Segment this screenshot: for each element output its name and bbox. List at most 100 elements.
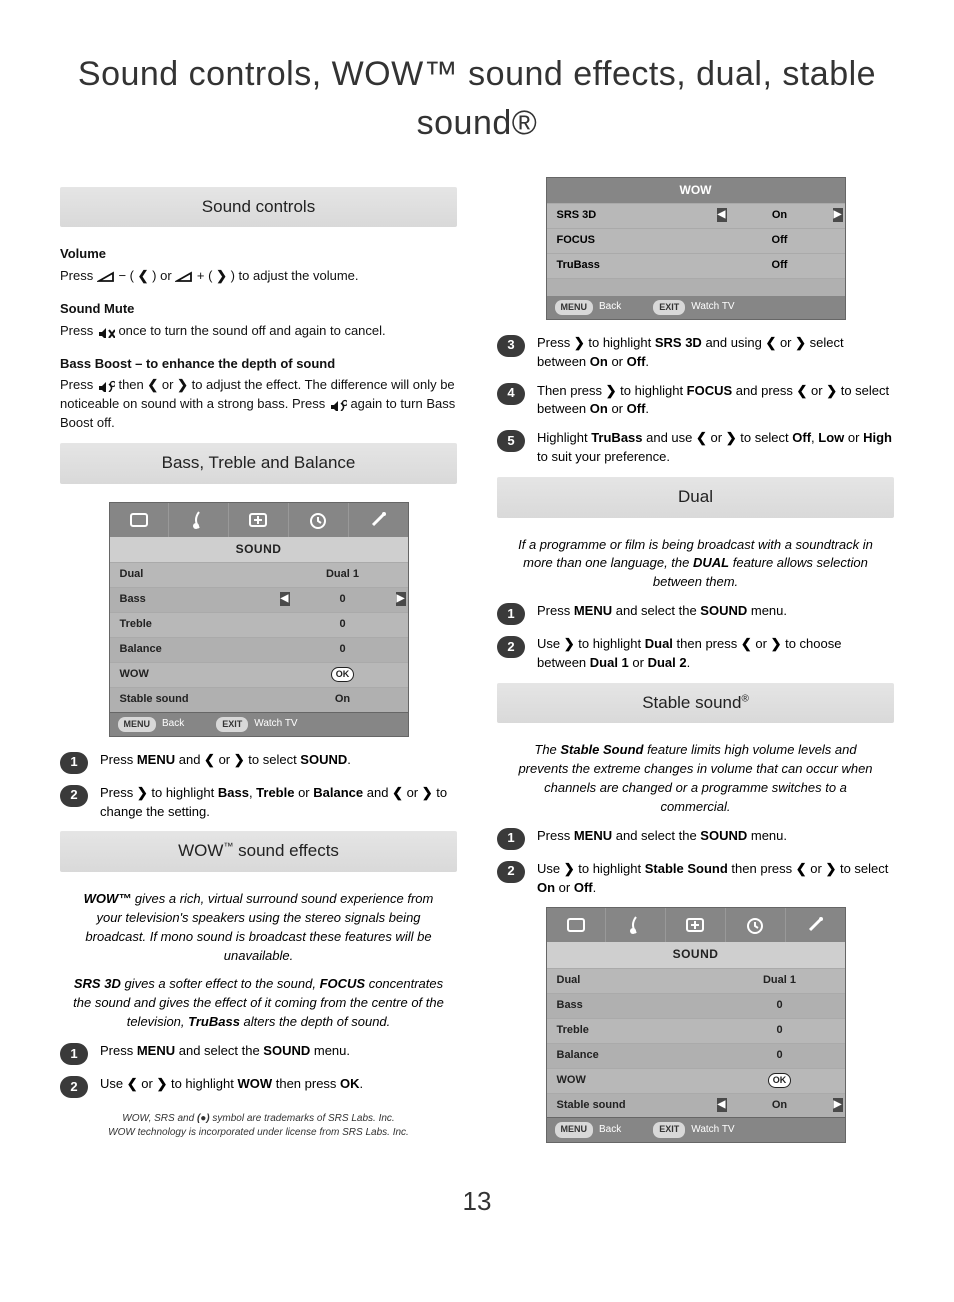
section-dual: Dual [497, 477, 894, 518]
step-badge-2: 2 [60, 1076, 88, 1098]
watch-label: Watch TV [691, 1123, 734, 1138]
osd-row-value: On [288, 692, 398, 708]
osd-row: Bass0 [547, 993, 845, 1018]
volume-up-icon [175, 269, 193, 283]
osd-tab-setup-icon [786, 908, 845, 942]
osd-row: Treble0 [547, 1018, 845, 1043]
osd-wow-menu: WOW SRS 3DOn◀▶FOCUSOffTruBassOff MENU Ba… [546, 177, 846, 320]
osd-row-label: FOCUS [557, 233, 725, 249]
osd-row-label: Bass [557, 998, 725, 1014]
volume-heading: Volume [60, 245, 457, 264]
osd-row-value: 0◀▶ [288, 592, 398, 608]
stable-step-1: Press MENU and select the SOUND menu. [537, 827, 894, 850]
step-badge-1: 1 [497, 603, 525, 625]
step-1-text: Press MENU and ❮ or ❯ to select SOUND. [100, 751, 457, 774]
osd-row: Stable soundOn◀▶ [547, 1093, 845, 1118]
step-badge-1: 1 [60, 1043, 88, 1065]
wow-detail: SRS 3D gives a softer effect to the soun… [72, 975, 445, 1032]
exit-pill: EXIT [216, 717, 248, 732]
menu-pill: MENU [118, 717, 157, 732]
trademark-note: WOW, SRS and (●) symbol are trademarks o… [60, 1112, 457, 1141]
step-badge-5: 5 [497, 430, 525, 452]
osd-row: FOCUSOff [547, 228, 845, 253]
osd-row: WOWOK [110, 662, 408, 687]
osd-tab-setup-icon [349, 503, 408, 537]
wow-intro: WOW™ gives a rich, virtual surround soun… [72, 890, 445, 965]
step-badge-1: 1 [60, 752, 88, 774]
section-bass-treble: Bass, Treble and Balance [60, 443, 457, 484]
watch-label: Watch TV [254, 717, 297, 732]
osd-row: Stable soundOn [110, 687, 408, 712]
osd-row-value: Off [725, 233, 835, 249]
osd-row: DualDual 1 [110, 562, 408, 587]
volume-text: Press − ( ❮ ) or + ( ❯ ) to adjust the v… [60, 267, 457, 286]
bassboost-icon [97, 378, 115, 392]
osd-tab-feature-icon [666, 908, 726, 942]
menu-pill: MENU [555, 1122, 594, 1137]
bassboost-heading: Bass Boost – to enhance the depth of sou… [60, 355, 457, 374]
back-label: Back [599, 300, 621, 315]
osd-row-value: Dual 1 [288, 567, 398, 583]
osd-wow-title: WOW [547, 178, 845, 203]
osd-tab-sound-icon [606, 908, 666, 942]
left-column: Sound controls Volume Press − ( ❮ ) or +… [60, 177, 457, 1157]
osd-row-label: Stable sound [557, 1098, 725, 1114]
bassboost-icon [329, 397, 347, 411]
osd-row: Balance0 [110, 637, 408, 662]
step-2-text: Press ❯ to highlight Bass, Treble or Bal… [100, 784, 457, 822]
menu-pill: MENU [555, 300, 594, 315]
osd-row-label: Bass [120, 592, 288, 608]
mute-icon [97, 324, 115, 338]
t: ( [130, 268, 138, 283]
osd-row: Balance0 [547, 1043, 845, 1068]
osd-row-value: 0 [725, 1048, 835, 1064]
osd-row-label: Dual [557, 973, 725, 989]
osd-row-label: WOW [120, 667, 288, 683]
osd-title: SOUND [110, 537, 408, 562]
dual-step-1: Press MENU and select the SOUND menu. [537, 602, 894, 625]
volume-down-icon [97, 269, 115, 283]
page-title: Sound controls, WOW™ sound effects, dual… [60, 50, 894, 149]
osd-row-value: On◀▶ [725, 1098, 835, 1114]
step-badge-4: 4 [497, 383, 525, 405]
osd-row-value: 0 [288, 617, 398, 633]
osd-row-value: 0 [288, 642, 398, 658]
t: ( [208, 268, 216, 283]
osd-tab-picture-icon [547, 908, 607, 942]
mute-heading: Sound Mute [60, 300, 457, 319]
osd-row-label: Balance [557, 1048, 725, 1064]
dual-intro: If a programme or film is being broadcas… [509, 536, 882, 593]
section-sound-controls: Sound controls [60, 187, 457, 228]
right-column: WOW SRS 3DOn◀▶FOCUSOffTruBassOff MENU Ba… [497, 177, 894, 1157]
osd-row-value: Dual 1 [725, 973, 835, 989]
step-badge-2: 2 [497, 861, 525, 883]
osd-row-label: SRS 3D [557, 208, 725, 224]
t: ) to adjust the volume. [231, 268, 359, 283]
osd-row-label: WOW [557, 1073, 725, 1089]
watch-label: Watch TV [691, 300, 734, 315]
section-stable: Stable sound® [497, 683, 894, 724]
osd-sound-menu: SOUND DualDual 1Bass0◀▶Treble0Balance0WO… [109, 502, 409, 737]
osd-row-label: Treble [557, 1023, 725, 1039]
osd-title: SOUND [547, 942, 845, 967]
osd-tab-sound-icon [169, 503, 229, 537]
wow-step-2: Use ❮ or ❯ to highlight WOW then press O… [100, 1075, 457, 1098]
osd-row-label: Stable sound [120, 692, 288, 708]
osd-row-value: 0 [725, 998, 835, 1014]
osd-row-label: TruBass [557, 258, 725, 274]
stable-step-2: Use ❯ to highlight Stable Sound then pre… [537, 860, 894, 898]
osd-row: TruBassOff [547, 253, 845, 278]
osd-row: DualDual 1 [547, 968, 845, 993]
step-badge-2: 2 [60, 785, 88, 807]
osd-tab-timer-icon [289, 503, 349, 537]
osd-row-value: OK [288, 667, 398, 683]
osd-row: Treble0 [110, 612, 408, 637]
step-3-text: Press ❯ to highlight SRS 3D and using ❮ … [537, 334, 894, 372]
bassboost-text: Press then ❮ or ❯ to adjust the effect. … [60, 376, 457, 433]
step-badge-2: 2 [497, 636, 525, 658]
stable-intro: The Stable Sound feature limits high vol… [509, 741, 882, 816]
osd-tab-feature-icon [229, 503, 289, 537]
osd-row: Bass0◀▶ [110, 587, 408, 612]
section-wow: WOW™ sound effects [60, 831, 457, 872]
page-number: 13 [60, 1183, 894, 1221]
